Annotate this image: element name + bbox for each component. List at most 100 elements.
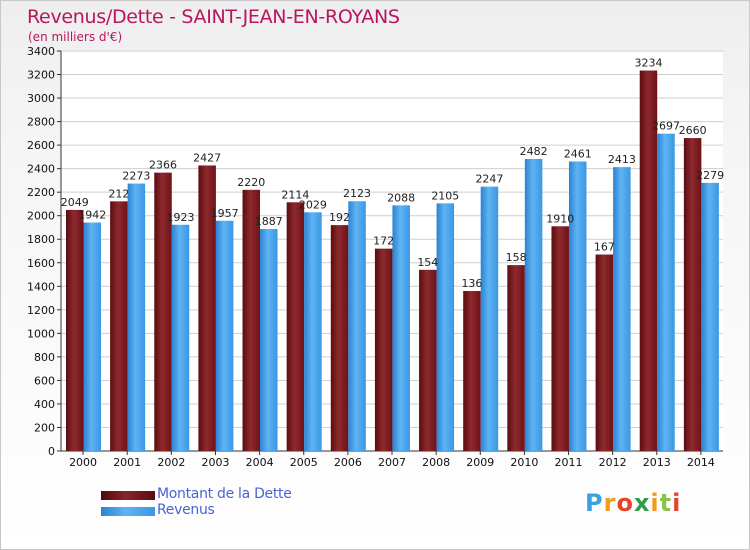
bar-revenus-2009 [480, 186, 499, 451]
bar-revenus-2005 [304, 212, 322, 451]
legend-label-dette: Montant de la Dette [157, 486, 292, 502]
value-label-revenus-2009: 2247 [475, 173, 503, 186]
bar-dette-2009 [463, 291, 481, 451]
x-tick-label-2002: 2002 [157, 456, 185, 469]
value-label-dette-2000: 2049 [61, 196, 89, 209]
logo-letter: o [616, 489, 634, 517]
value-label-revenus-2003: 1957 [211, 207, 239, 220]
y-tick-label: 1000 [27, 327, 55, 340]
value-label-revenus-2008: 2105 [431, 189, 459, 202]
logo-letter: x [633, 489, 651, 517]
bar-dette-2000 [66, 209, 84, 451]
value-label-dette-2001: 212 [108, 187, 129, 200]
x-tick-label-2004: 2004 [246, 456, 274, 469]
bar-revenus-2012 [613, 167, 631, 451]
y-tick-label: 800 [34, 351, 55, 364]
bar-dette-2004 [242, 189, 261, 451]
value-label-dette-2008: 154 [417, 256, 438, 269]
proxiti-logo: Proxiti [585, 489, 681, 517]
x-tick-label-2007: 2007 [378, 456, 406, 469]
value-label-revenus-2012: 2413 [608, 153, 636, 166]
value-label-dette-2010: 158 [506, 251, 527, 264]
y-tick-label: 2600 [27, 139, 55, 152]
value-label-revenus-2002: 1923 [167, 211, 195, 224]
bar-dette-2005 [286, 202, 305, 451]
x-tick-label-2006: 2006 [334, 456, 362, 469]
logo-letter: t [659, 489, 673, 517]
logo-letter: P [585, 489, 604, 517]
value-label-revenus-2005: 2029 [299, 198, 327, 211]
bar-dette-2011 [551, 226, 569, 451]
bar-revenus-2013 [657, 133, 675, 452]
bar-revenus-2000 [83, 222, 101, 451]
bar-dette-2007 [374, 248, 393, 451]
y-tick-label: 2800 [27, 116, 55, 129]
x-tick-label-2011: 2011 [555, 456, 583, 469]
chart-title: Revenus/Dette - SAINT-JEAN-EN-ROYANS [27, 6, 400, 28]
bar-dette-2006 [330, 225, 349, 451]
value-label-revenus-2011: 2461 [564, 147, 592, 160]
value-label-revenus-2010: 2482 [520, 145, 548, 158]
logo-letter: i [650, 489, 660, 517]
legend-swatch-dette [101, 491, 155, 500]
logo-letter: r [603, 489, 617, 517]
bar-dette-2014 [683, 138, 702, 451]
bar-dette-2013 [639, 70, 658, 451]
bar-dette-2003 [198, 165, 216, 451]
y-tick-label: 2200 [27, 186, 55, 199]
y-tick-label: 3200 [27, 69, 55, 82]
legend-swatch-revenus [101, 507, 155, 516]
y-tick-label: 1800 [27, 233, 55, 246]
x-tick-label-2014: 2014 [687, 456, 715, 469]
value-label-revenus-2004: 1887 [255, 215, 283, 228]
y-tick-label: 2000 [27, 210, 55, 223]
y-tick-label: 1600 [27, 257, 55, 270]
x-tick-label-2010: 2010 [510, 456, 538, 469]
y-tick-label: 200 [34, 421, 55, 434]
bar-dette-2002 [154, 172, 172, 451]
x-tick-label-2012: 2012 [599, 456, 627, 469]
value-label-dette-2006: 192 [329, 211, 350, 224]
value-label-dette-2005: 2114 [281, 188, 309, 201]
x-tick-label-2013: 2013 [643, 456, 671, 469]
bar-revenus-2003 [215, 220, 234, 451]
x-tick-label-2005: 2005 [290, 456, 318, 469]
logo-letter: i [672, 489, 682, 517]
bar-dette-2012 [595, 254, 614, 451]
x-tick-label-2001: 2001 [113, 456, 141, 469]
value-label-revenus-2006: 2123 [343, 187, 371, 200]
y-tick-label: 600 [34, 374, 55, 387]
y-tick-label: 3400 [27, 45, 55, 58]
bar-revenus-2007 [392, 205, 410, 451]
x-tick-label-2009: 2009 [466, 456, 494, 469]
value-label-dette-2011: 1910 [546, 212, 574, 225]
bar-dette-2010 [507, 265, 525, 451]
chart-subtitle: (en milliers d'€) [28, 30, 123, 44]
value-label-revenus-2000: 1942 [78, 209, 106, 222]
value-label-revenus-2014: 2279 [696, 169, 724, 182]
bar-dette-2008 [419, 269, 437, 451]
bar-revenus-2001 [127, 183, 146, 451]
y-tick-label: 400 [34, 398, 55, 411]
value-label-dette-2013: 3234 [634, 57, 662, 70]
bar-revenus-2002 [171, 224, 190, 451]
bar-revenus-2011 [568, 161, 587, 451]
bar-revenus-2010 [524, 159, 543, 451]
value-label-revenus-2007: 2088 [387, 191, 415, 204]
bar-revenus-2006 [348, 201, 366, 451]
value-label-revenus-2013: 2697 [652, 120, 680, 133]
y-tick-label: 3000 [27, 92, 55, 105]
value-label-dette-2012: 167 [594, 241, 615, 254]
value-label-dette-2003: 2427 [193, 151, 221, 164]
bar-revenus-2014 [701, 182, 719, 451]
y-tick-label: 1400 [27, 280, 55, 293]
value-label-dette-2009: 136 [461, 277, 482, 290]
value-label-dette-2007: 172 [373, 235, 394, 248]
value-label-dette-2004: 2220 [237, 176, 265, 189]
value-label-dette-2014: 2660 [679, 124, 707, 137]
x-tick-label-2000: 2000 [69, 456, 97, 469]
legend-label-revenus: Revenus [157, 502, 215, 518]
value-label-revenus-2001: 2273 [122, 170, 150, 183]
